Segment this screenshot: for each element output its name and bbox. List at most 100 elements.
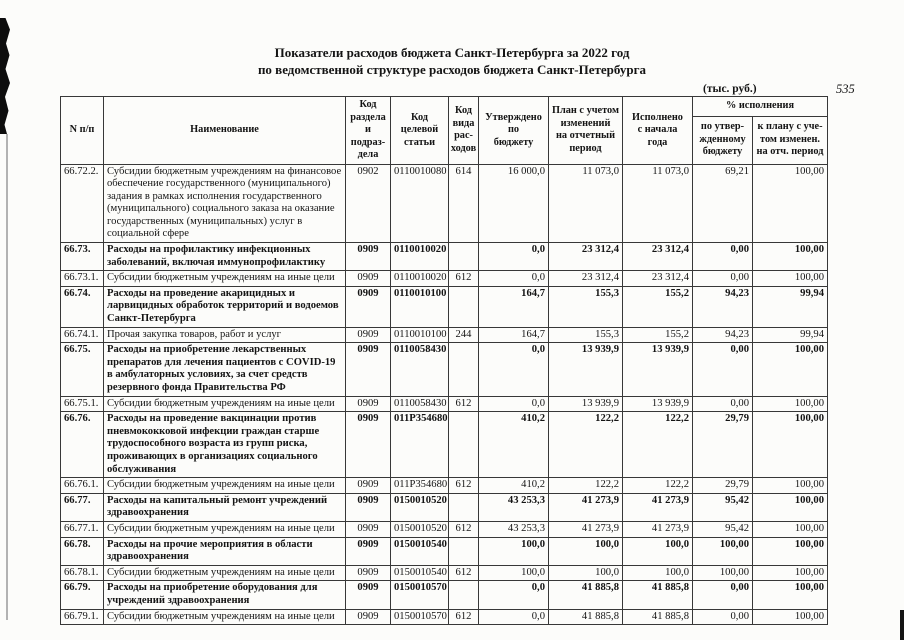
table-row: 66.77.1. Субсидии бюджетным учреждениям н… [60,520,829,538]
plan-cell: 23 312,4 [548,242,623,272]
approved-cell: 0,0 [478,342,549,397]
name-cell: Прочая закупка товаров, работ и услуг [103,326,346,344]
expense-kind-cell [448,285,479,328]
plan-cell: 41 273,9 [548,492,623,522]
pct-plan-cell: 99,94 [751,285,829,328]
pct-approved-cell: 94,23 [692,285,753,328]
table-body: 66.72.2. Субсидии бюджетным учреждениям н… [60,163,829,626]
approved-cell: 0,0 [478,270,549,287]
plan-cell: 155,3 [548,285,623,328]
row-number-cell: 66.78. [60,536,104,566]
target-article-cell: 011P354680 [390,477,449,494]
name-cell: Расходы на приобретение лекарственных пр… [103,342,346,397]
section-code-cell: 0909 [345,520,391,538]
pct-approved-cell: 0,00 [692,580,753,610]
expense-kind-cell [448,536,479,566]
row-number-cell: 66.76.1. [60,477,104,494]
pct-approved-cell: 95,42 [692,520,753,538]
pct-approved-cell: 0,00 [692,270,753,287]
pct-plan-cell: 100,00 [751,242,829,272]
row-number-cell: 66.79.1. [60,608,104,626]
section-code-cell: 0909 [345,477,391,494]
approved-cell: 164,7 [478,326,549,344]
target-article-cell: 0110010020 [390,270,449,287]
section-code-cell: 0909 [345,326,391,344]
expense-kind-cell: 612 [448,270,479,287]
table-row: 66.79. Расходы на приобретение оборудован… [60,580,829,610]
plan-cell: 155,3 [548,326,623,344]
target-article-cell: 0150010540 [390,536,449,566]
pct-plan-cell: 100,00 [751,520,829,538]
name-cell: Расходы на приобретение оборудования для… [103,580,346,610]
header-approved: Утверждено по бюджету [478,96,549,165]
pct-plan-cell: 100,00 [751,580,829,610]
name-cell: Субсидии бюджетным учреждениям на иные ц… [103,477,346,494]
row-number-cell: 66.74. [60,285,104,328]
expense-kind-cell [448,580,479,610]
table-row: 66.76. Расходы на проведение вакцинации п… [60,411,829,479]
expense-kind-cell [448,342,479,397]
plan-cell: 41 273,9 [548,520,623,538]
expense-kind-cell: 612 [448,477,479,494]
target-article-cell: 0110010100 [390,285,449,328]
units-note: (тыс. руб.) [703,83,757,95]
section-code-cell: 0909 [345,564,391,582]
pct-plan-cell: 100,00 [751,492,829,522]
target-article-cell: 0110010080 [390,163,449,244]
approved-cell: 410,2 [478,477,549,494]
plan-cell: 41 885,8 [548,580,623,610]
expense-kind-cell: 612 [448,564,479,582]
row-number-cell: 66.72.2. [60,163,104,244]
pct-approved-cell: 69,21 [692,163,753,244]
executed-cell: 100,0 [622,564,693,582]
scan-artifact-right-mark [900,610,904,640]
section-code-cell: 0909 [345,536,391,566]
name-cell: Субсидии бюджетным учреждениям на иные ц… [103,608,346,626]
pct-plan-cell: 99,94 [751,326,829,344]
approved-cell: 16 000,0 [478,163,549,244]
executed-cell: 23 312,4 [622,270,693,287]
executed-cell: 13 939,9 [622,395,693,413]
header-pct-approved: по утвер- жденному бюджету [692,115,753,165]
table-row: 66.77. Расходы на капитальный ремонт учре… [60,492,829,522]
budget-expenditure-table: N п/п Наименование Код раздела и подраз-… [60,96,829,626]
name-cell: Субсидии бюджетным учреждениям на иные ц… [103,520,346,538]
target-article-cell: 011P354680 [390,411,449,479]
executed-cell: 41 885,8 [622,580,693,610]
table-row: 66.72.2. Субсидии бюджетным учреждениям н… [60,163,829,244]
name-cell: Субсидии бюджетным учреждениям на иные ц… [103,564,346,582]
table-row: 66.76.1. Субсидии бюджетным учреждениям н… [60,477,829,494]
expense-kind-cell: 614 [448,163,479,244]
pct-approved-cell: 29,79 [692,477,753,494]
approved-cell: 410,2 [478,411,549,479]
approved-cell: 0,0 [478,580,549,610]
plan-cell: 13 939,9 [548,342,623,397]
plan-cell: 122,2 [548,477,623,494]
executed-cell: 155,2 [622,326,693,344]
row-number-cell: 66.73. [60,242,104,272]
target-article-cell: 0110010020 [390,242,449,272]
pct-plan-cell: 100,00 [751,477,829,494]
target-article-cell: 0150010520 [390,492,449,522]
expense-kind-cell [448,492,479,522]
executed-cell: 11 073,0 [622,163,693,244]
name-cell: Субсидии бюджетным учреждениям на финанс… [103,163,346,244]
row-number-cell: 66.74.1. [60,326,104,344]
pct-plan-cell: 100,00 [751,395,829,413]
table-row: 66.78. Расходы на прочие мероприятия в об… [60,536,829,566]
header-plan: План с учетом изменений на отчетный пери… [548,96,623,165]
executed-cell: 41 273,9 [622,520,693,538]
expense-kind-cell: 612 [448,520,479,538]
section-code-cell: 0909 [345,411,391,479]
executed-cell: 155,2 [622,285,693,328]
table-row: 66.75.1. Субсидии бюджетным учреждениям н… [60,395,829,413]
header-pct-plan: к плану с уче- том изменен. на отч. пери… [751,115,829,165]
pct-approved-cell: 0,00 [692,242,753,272]
target-article-cell: 0150010540 [390,564,449,582]
pct-approved-cell: 0,00 [692,342,753,397]
row-number-cell: 66.75. [60,342,104,397]
plan-cell: 11 073,0 [548,163,623,244]
pct-approved-cell: 29,79 [692,411,753,479]
table-header: N п/п Наименование Код раздела и подраз-… [60,96,829,165]
approved-cell: 0,0 [478,242,549,272]
